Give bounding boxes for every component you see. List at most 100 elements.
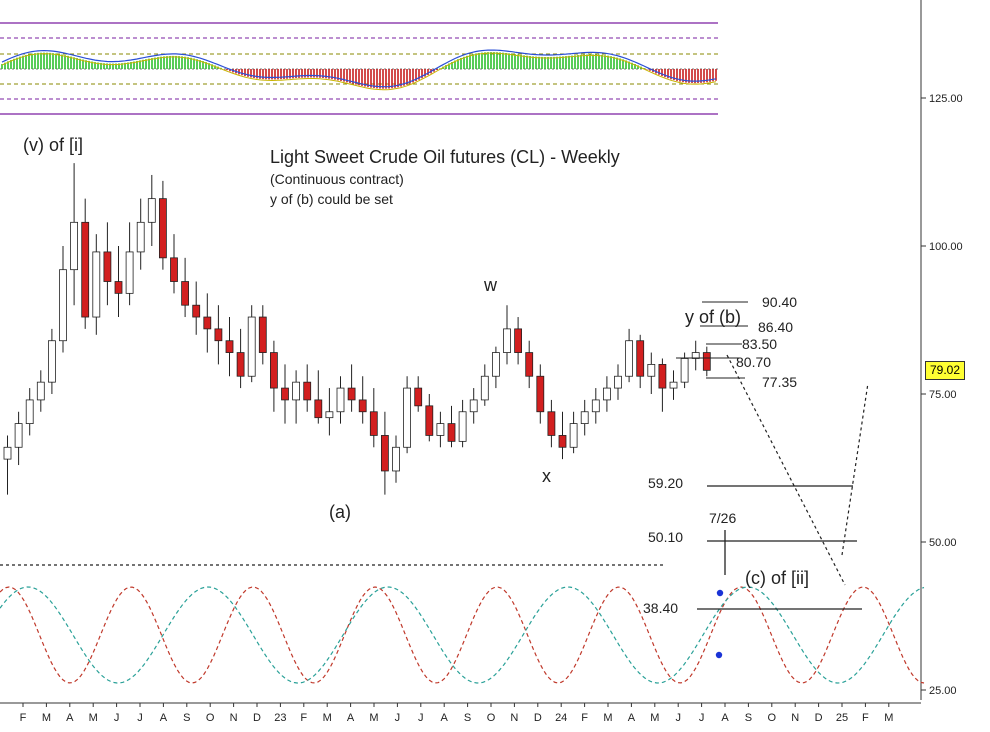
- x-tick-label: O: [206, 712, 215, 724]
- x-tick-label: O: [768, 712, 777, 724]
- x-tick-label: M: [42, 712, 51, 724]
- candle-body: [503, 328, 511, 353]
- candle-body: [436, 423, 445, 436]
- y-tick-label: 25.00: [929, 685, 957, 697]
- level-80-70: 80.70: [736, 354, 771, 370]
- x-tick-label: 24: [555, 712, 567, 724]
- x-tick-label: A: [628, 712, 636, 724]
- candle-body: [514, 328, 522, 353]
- x-tick-label: J: [418, 712, 424, 724]
- x-tick-label: J: [395, 712, 401, 724]
- x-tick-label: A: [66, 712, 74, 724]
- candle-body: [292, 381, 301, 401]
- y-tick-label: 75.00: [929, 389, 957, 401]
- level-90-40: 90.40: [762, 294, 797, 310]
- candle-body: [59, 269, 67, 342]
- candle-body: [447, 423, 456, 442]
- x-tick-label: F: [581, 712, 588, 724]
- chart-title: Light Sweet Crude Oil futures (CL) - Wee…: [270, 147, 620, 167]
- candle-body: [136, 221, 145, 253]
- candle-body: [536, 375, 545, 413]
- candle-body: [281, 387, 289, 401]
- candle-body: [48, 340, 56, 383]
- level-86-40: 86.40: [758, 319, 793, 335]
- x-tick-label: J: [137, 712, 143, 724]
- label-w: w: [483, 275, 498, 295]
- cycle-dot-top: [716, 589, 724, 597]
- x-tick-label: M: [650, 712, 659, 724]
- candle-body: [269, 352, 278, 389]
- candle-body: [225, 340, 234, 353]
- candle-body: [303, 381, 312, 401]
- label-y-of-b: y of (b): [685, 307, 741, 327]
- candle-body: [669, 381, 678, 389]
- candle-body: [147, 198, 156, 223]
- x-tick-label: N: [510, 712, 518, 724]
- y-axis: 125.00 100.00 75.00 50.00 25.00: [921, 93, 963, 697]
- candle-body: [236, 352, 245, 377]
- candle-body: [480, 375, 489, 401]
- y-tick-label: 50.00: [929, 537, 957, 549]
- candle-body: [636, 340, 645, 377]
- label-c-of-ii: (c) of [ii]: [745, 568, 809, 588]
- candle-body: [425, 405, 434, 436]
- y-tick-label: 125.00: [929, 93, 963, 105]
- x-tick-label: F: [862, 712, 869, 724]
- candle-body: [114, 281, 123, 294]
- candle-body: [25, 399, 34, 425]
- candle-body: [625, 340, 633, 377]
- candle-body: [614, 375, 622, 389]
- candle-body: [314, 399, 323, 419]
- candle-body: [358, 399, 367, 413]
- candle-body: [347, 387, 356, 401]
- projection-down: [726, 354, 846, 586]
- candle-body: [469, 399, 478, 413]
- candle-body: [214, 328, 223, 342]
- cycle-dot-bottom: [715, 651, 723, 659]
- candle-body: [603, 387, 611, 401]
- x-tick-label: M: [323, 712, 332, 724]
- y-tick-label: 100.00: [929, 241, 963, 253]
- candle-body: [680, 358, 689, 383]
- candle-body: [125, 251, 134, 294]
- level-50-10: 50.10: [648, 529, 683, 545]
- candle-body: [325, 411, 334, 419]
- candle-body: [414, 387, 423, 407]
- candle-body: [369, 411, 378, 436]
- candle-body: [336, 387, 345, 413]
- candle-body: [403, 387, 412, 448]
- x-tick-label: N: [230, 712, 238, 724]
- x-tick-label: A: [347, 712, 355, 724]
- candle-body: [70, 221, 78, 271]
- x-tick-label: 25: [836, 712, 848, 724]
- candle-body: [702, 352, 711, 371]
- oscillator-panel: [0, 22, 718, 115]
- candle-body: [3, 446, 12, 460]
- x-tick-label: M: [884, 712, 893, 724]
- x-axis: F M A M J J A S O N D 23 F M A M J J A S O N D 24 F M A M J J A S O N D 25 F…: [20, 703, 893, 724]
- candle-body: [392, 446, 400, 472]
- level-83-50: 83.50: [742, 336, 777, 352]
- candle-body: [491, 352, 500, 377]
- candle-body: [525, 352, 534, 377]
- candle-body: [380, 435, 389, 472]
- candle-body: [569, 423, 578, 448]
- x-tick-label: S: [183, 712, 190, 724]
- x-tick-label: F: [20, 712, 27, 724]
- label-a: (a): [329, 502, 351, 522]
- level-38-40: 38.40: [643, 600, 678, 616]
- x-tick-label: 23: [274, 712, 286, 724]
- candle-body: [203, 316, 212, 330]
- x-tick-label: S: [464, 712, 471, 724]
- candle-body: [92, 251, 101, 318]
- candle-body: [170, 257, 178, 282]
- current-price-tag: 79.02: [925, 361, 965, 380]
- x-tick-label: M: [369, 712, 378, 724]
- candle-body: [558, 435, 567, 448]
- chart-note: y of (b) could be set: [270, 191, 393, 207]
- candle-body: [647, 363, 656, 377]
- x-tick-label: N: [791, 712, 799, 724]
- candle-body: [458, 411, 467, 442]
- candle-body: [547, 411, 556, 436]
